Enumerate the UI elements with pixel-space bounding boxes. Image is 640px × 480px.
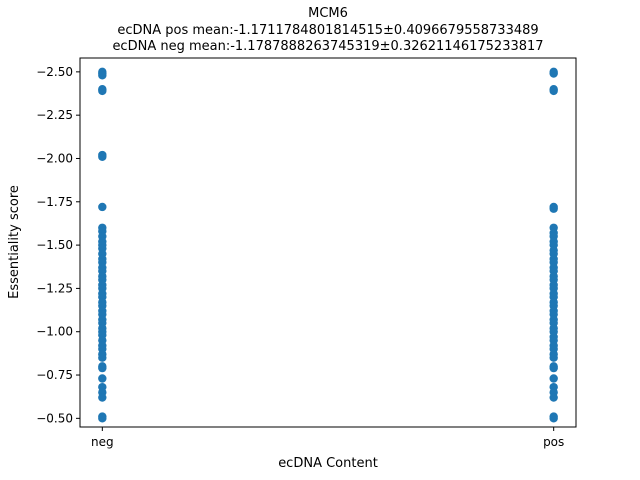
y-tick-label: −1.00 <box>36 325 73 339</box>
plot-frame <box>79 57 577 428</box>
data-point <box>98 393 107 402</box>
data-point <box>98 374 107 383</box>
x-tick-label: pos <box>543 435 564 449</box>
y-tick-label: −1.75 <box>36 195 73 209</box>
data-point <box>549 393 558 402</box>
x-axis-label: ecDNA Content <box>278 456 378 471</box>
data-point <box>549 363 558 373</box>
y-tick-label: −2.00 <box>36 151 73 165</box>
y-tick-label: −1.25 <box>36 281 73 295</box>
chart-subtitle-neg: ecDNA neg mean:-1.1787888263745319±0.326… <box>112 39 543 54</box>
y-tick-label: −0.50 <box>36 411 73 425</box>
y-axis: −2.50 −2.25 −2.00 −1.75 −1.50 −1.25 −1.00 −0.75… <box>36 65 80 425</box>
y-tick-label: −2.50 <box>36 65 73 79</box>
data-point <box>98 152 107 161</box>
data-point <box>98 414 107 423</box>
y-tick-label: −2.25 <box>36 108 73 122</box>
data-point <box>549 204 558 213</box>
chart-title: MCM6 <box>308 6 348 21</box>
data-point <box>549 86 558 96</box>
scatter-points <box>98 67 558 423</box>
data-point <box>549 374 558 383</box>
data-point <box>98 363 107 373</box>
data-point <box>549 69 558 78</box>
x-tick-label: neg <box>91 435 114 449</box>
data-point <box>98 353 107 362</box>
data-point <box>98 202 107 212</box>
data-point <box>98 71 107 80</box>
y-tick-label: −0.75 <box>36 368 73 382</box>
y-tick-label: −1.50 <box>36 238 73 252</box>
data-point <box>98 86 107 96</box>
chart-subtitle-pos: ecDNA pos mean:-1.1711784801814515±0.409… <box>117 23 538 38</box>
data-point <box>549 353 558 362</box>
y-axis-label: Essentiality score <box>7 185 22 299</box>
data-point <box>549 414 558 423</box>
x-axis: neg pos <box>91 427 564 449</box>
